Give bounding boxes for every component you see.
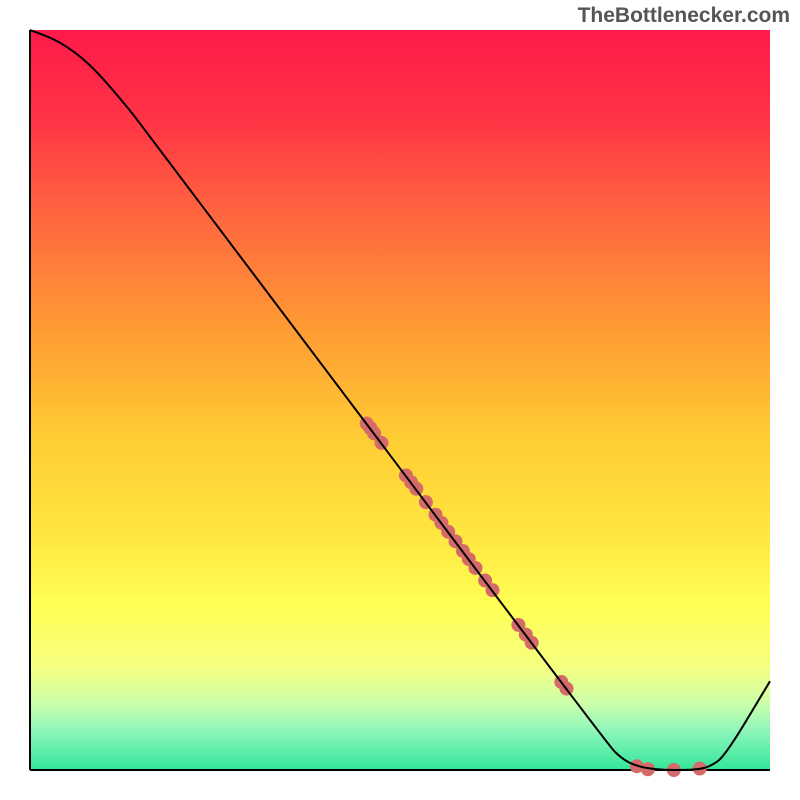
- bottleneck-chart: [0, 0, 800, 800]
- plot-background: [30, 30, 770, 770]
- watermark-text: TheBottlenecker.com: [578, 4, 790, 28]
